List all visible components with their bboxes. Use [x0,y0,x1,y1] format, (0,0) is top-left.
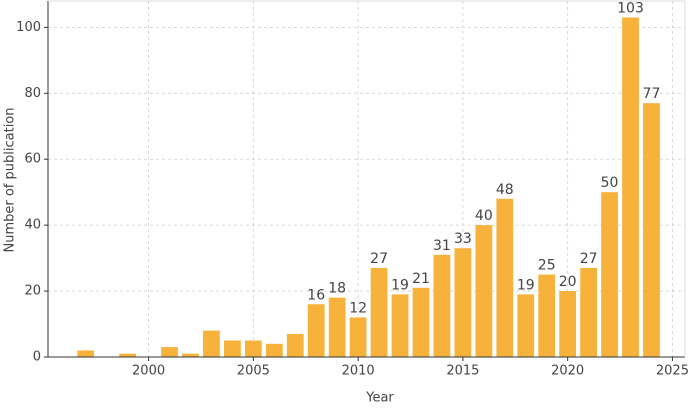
data-label: 33 [454,231,472,247]
x-tick-label: 2010 [342,364,375,379]
data-label: 20 [559,274,577,290]
bar [475,225,493,357]
bar [412,287,430,357]
bar [328,297,346,357]
bar [307,304,325,357]
bar [580,268,597,357]
bar [203,330,220,357]
bar [265,343,283,357]
data-label: 19 [517,277,535,293]
bar [559,291,577,357]
bar [622,17,639,358]
data-label: 25 [538,258,556,274]
y-tick-label: 0 [33,350,41,365]
data-label: 18 [328,281,346,297]
bar [538,274,556,357]
y-axis-label: Number of publication [3,108,18,253]
bar [370,268,388,357]
data-label: 50 [601,175,619,191]
x-axis-label: Year [365,391,394,406]
bar [286,333,304,357]
bar [496,198,514,357]
bar [433,254,451,357]
bar [77,350,95,357]
data-label: 12 [349,300,367,316]
bar [349,317,367,357]
bar [224,340,241,357]
data-label: 31 [433,238,451,254]
data-label: 103 [617,0,644,16]
y-tick-label: 80 [24,86,41,101]
data-label: 27 [580,251,598,267]
y-tick-label: 40 [24,218,41,233]
bar [182,353,199,357]
x-tick-label: 2025 [656,364,689,379]
x-tick-label: 2020 [551,364,584,379]
y-tick-label: 20 [24,284,41,299]
bar [601,192,618,357]
data-label: 21 [412,271,430,287]
data-label: 19 [391,277,409,293]
bar [517,294,535,357]
bar [119,353,137,357]
x-tick-label: 2000 [132,364,165,379]
x-tick-label: 2005 [237,364,270,379]
data-label: 27 [370,251,388,267]
data-label: 16 [307,287,325,303]
bar [391,294,409,357]
data-label: 48 [496,182,514,198]
bar [161,347,178,357]
x-tick-label: 2015 [446,364,479,379]
bar [454,248,472,357]
bar [643,103,660,358]
y-tick-label: 60 [24,152,41,167]
data-label: 77 [643,86,661,102]
bar [244,340,262,357]
y-tick-label: 100 [16,20,41,35]
data-label: 40 [475,208,493,224]
